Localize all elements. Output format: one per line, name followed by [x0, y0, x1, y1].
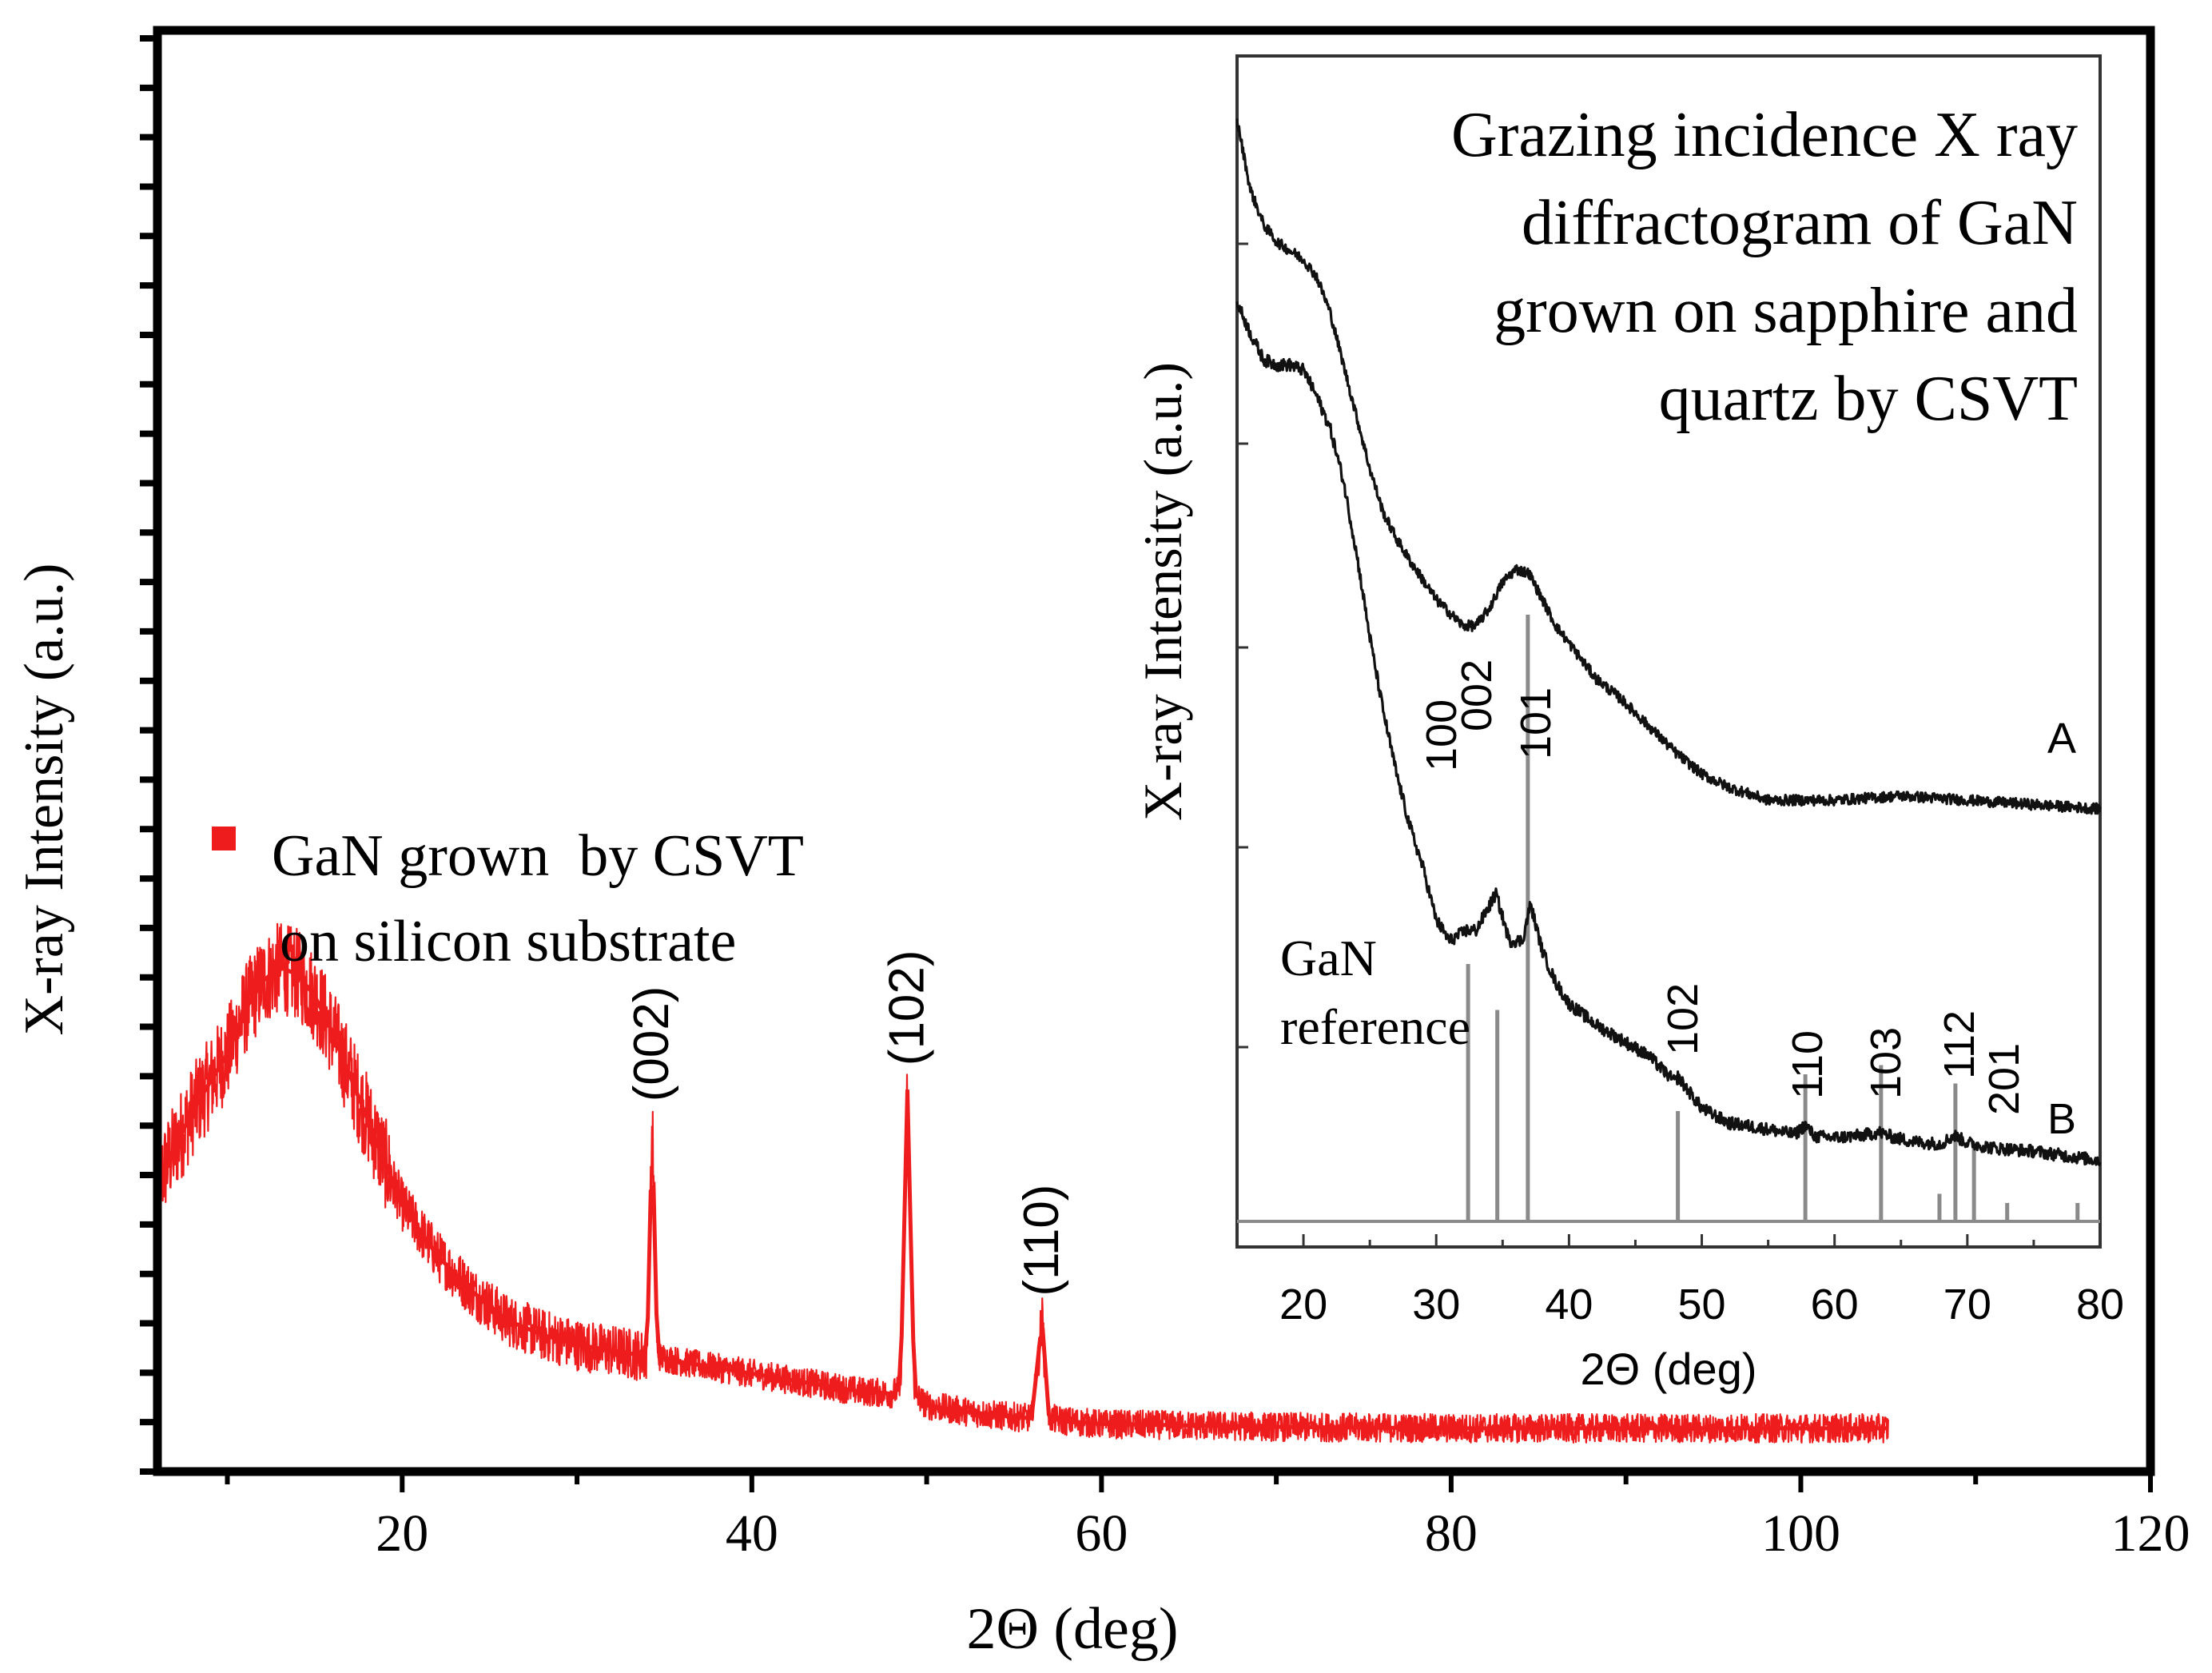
inset-peak-label: 102 [1659, 983, 1707, 1055]
main-x-tick-label: 80 [1425, 1504, 1478, 1563]
inset-peak-label: 002 [1453, 659, 1501, 731]
main-x-tick-label: 40 [726, 1504, 778, 1563]
inset-title-line4: quartz by CSVT [1659, 364, 2078, 434]
inset-y-axis-ticks [1237, 54, 1248, 1249]
inset-title: Grazing incidence X ray diffractogram of… [1451, 100, 2078, 434]
main-legend-marker [212, 827, 236, 850]
inset-title-line1: Grazing incidence X ray [1451, 100, 2078, 170]
main-legend: GaN grown by CSVT on silicon substrate [212, 823, 804, 974]
main-legend-line2: on silicon substrate [280, 909, 736, 974]
inset-y-axis-label: X-ray Intensity (a.u.) [1132, 362, 1193, 821]
inset-x-tick-label: 60 [1811, 1281, 1859, 1328]
inset-series-a [1235, 118, 2102, 815]
inset-peak-label: 110 [1784, 1030, 1832, 1099]
main-series-envelope [155, 966, 1888, 1431]
inset-peak-label: 112 [1936, 1010, 1983, 1079]
inset-x-tick-label: 40 [1545, 1281, 1593, 1328]
inset-x-tick-label: 80 [2076, 1281, 2124, 1328]
inset-title-line3: grown on sapphire and [1494, 276, 2078, 346]
main-plot-frame [153, 26, 2155, 1476]
inset-x-tick-label: 50 [1677, 1281, 1725, 1328]
main-y-axis-ticks [140, 35, 157, 1475]
inset-peak-label: 201 [1980, 1043, 2028, 1115]
inset-series-layer [1235, 118, 2102, 1166]
inset-x-tick-label: 20 [1279, 1281, 1327, 1328]
inset-peak-label: 100 [1418, 699, 1466, 771]
main-x-tick-label: 120 [2111, 1504, 2190, 1563]
main-x-axis-label: 2Θ (deg) [966, 1596, 1178, 1662]
main-legend-line1: GaN grown by CSVT [272, 823, 804, 889]
main-x-axis-ticks: 20 40 60 80 100 120 [225, 1472, 2190, 1563]
inset-plot-frame [1235, 54, 2102, 1249]
inset-series-label: B [2047, 1095, 2076, 1143]
inset-series-label: A [2047, 715, 2076, 763]
inset-x-tick-label: 70 [1943, 1281, 1991, 1328]
main-x-tick-label: 20 [376, 1504, 428, 1563]
main-peak-annotations: (002) (102) (110) [624, 950, 1069, 1296]
main-chart: 20 40 60 80 100 120 (002) (102)(110) 2Θ (deg) … [14, 26, 2190, 1662]
main-series-layer [155, 922, 1889, 1444]
inset-x-axis-label: 2Θ (deg) [1581, 1344, 1757, 1394]
main-y-axis-label: X-ray Intensity (a.u.) [14, 564, 75, 1036]
inset-x-axis-ticks: 20 30 40 50 60 70 80 [1235, 1234, 2124, 1328]
inset-reference-label-line1: GaN [1280, 930, 1377, 986]
main-series-gan-on-silicon [156, 922, 1889, 1444]
inset-title-line2: diffractogram of GaN [1522, 188, 2078, 258]
inset-background [1231, 51, 2105, 1250]
inset-reference-label-line2: reference [1280, 998, 1470, 1055]
main-peak-annotation: (110) [1014, 1185, 1069, 1297]
inset-series-b [1235, 301, 2102, 1166]
inset-x-tick-label: 30 [1412, 1281, 1460, 1328]
main-peak-annotation: (102) [880, 950, 935, 1066]
inset-peak-label: 101 [1512, 687, 1560, 759]
main-peak-annotation: (002) [624, 986, 679, 1102]
main-x-tick-label: 100 [1761, 1504, 1840, 1563]
main-x-tick-label: 60 [1075, 1504, 1128, 1563]
inset-series-labels: AB [2047, 715, 2076, 1143]
inset-peak-label: 103 [1862, 1027, 1910, 1099]
